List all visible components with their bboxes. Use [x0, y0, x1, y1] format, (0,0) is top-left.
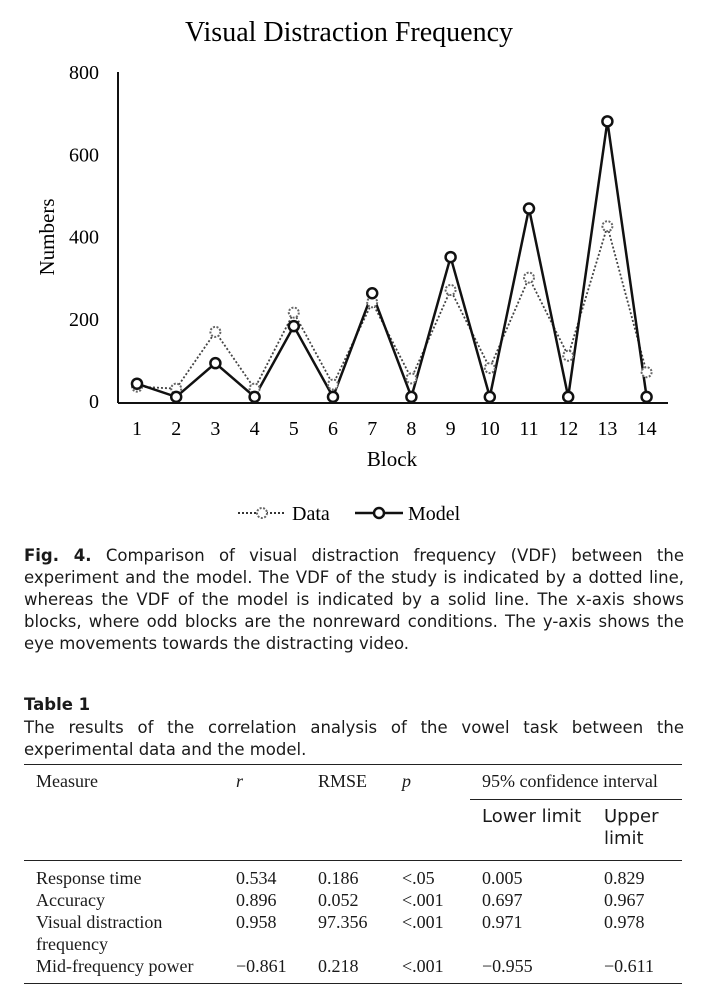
data-point-data: [601, 220, 614, 233]
cell-lower: −0.955: [470, 955, 592, 984]
line-chart: Visual Distraction Frequency Numbers Blo…: [35, 17, 668, 525]
data-point-model: [561, 390, 575, 404]
y-tick-label: 400: [69, 227, 99, 249]
data-point-data: [327, 378, 339, 391]
legend-model-marker: [372, 506, 386, 520]
x-tick-label: 10: [480, 418, 500, 440]
cell-upper: 0.978: [604, 912, 645, 932]
cell-p: <.05: [390, 860, 470, 889]
table-row: Response time 0.534 0.186 <.05 0.005 0.829: [24, 860, 682, 889]
data-point-model: [169, 390, 183, 404]
cell-upper: −0.611: [592, 955, 682, 984]
table-row: Mid-frequency power −0.861 0.218 <.001 −0.95…: [24, 955, 682, 984]
cell-lower: 0.971: [482, 912, 523, 932]
data-point-model: [405, 390, 418, 404]
cell-upper: 0.967: [604, 890, 645, 910]
col-p: p: [402, 771, 411, 791]
data-point-model: [326, 390, 340, 404]
data-point-data: [444, 283, 457, 296]
data-point-data: [405, 372, 418, 385]
cell-r: 0.896: [236, 890, 277, 910]
x-tick-label: 6: [328, 418, 338, 440]
x-tick-label: 7: [367, 418, 377, 440]
x-tick-label: 12: [558, 418, 578, 440]
data-point-model: [522, 202, 536, 215]
cell-rmse: 0.052: [318, 890, 359, 910]
x-tick-label: 5: [289, 418, 299, 440]
data-point-model: [287, 319, 301, 333]
table-label: Table 1: [24, 695, 91, 714]
cell-measure: Response time: [24, 860, 224, 889]
legend-model-label: Model: [408, 503, 461, 525]
y-axis-label: Numbers: [35, 199, 59, 276]
table-row: Visual distraction frequency 0.958 97.356 <…: [24, 911, 682, 955]
cell-r: 0.958: [236, 912, 277, 932]
data-point-model: [209, 356, 222, 370]
cell-measure: Mid-frequency power: [24, 955, 224, 984]
legend-data-marker: [256, 507, 268, 519]
data-point-data: [523, 271, 535, 284]
data-point-model: [444, 250, 457, 264]
data-point-data: [287, 306, 300, 319]
y-tick-label: 800: [69, 62, 99, 84]
results-table: Measure r RMSE p 95% confidence interval…: [24, 764, 682, 984]
y-tick-label: 200: [69, 309, 99, 331]
data-point-data: [209, 325, 222, 338]
cell-rmse: 0.186: [306, 860, 390, 889]
cell-measure: Accuracy: [36, 890, 105, 910]
x-tick-label: 9: [446, 418, 456, 440]
figure-caption: Fig. 4. Comparison of visual distraction…: [24, 545, 684, 655]
data-point-data: [483, 362, 496, 375]
x-tick-label: 11: [519, 418, 538, 440]
cell-r: 0.534: [224, 860, 306, 889]
series-line-data: [136, 222, 648, 391]
x-tick-label: 3: [210, 418, 220, 440]
figure-caption-text: Comparison of visual distraction frequen…: [24, 546, 684, 653]
cell-measure: Visual distraction frequency: [36, 912, 163, 954]
x-tick-label: 14: [637, 418, 657, 440]
data-point-model: [130, 377, 144, 390]
x-tick-label: 8: [406, 418, 416, 440]
col-lower: Lower limit: [470, 799, 592, 861]
col-upper: Upper limit: [592, 799, 682, 861]
x-axis-label: Block: [367, 447, 418, 471]
table-caption: The results of the correlation analysis …: [24, 718, 684, 759]
x-tick-label: 13: [597, 418, 617, 440]
col-ci: 95% confidence interval: [470, 764, 682, 800]
data-point-model: [601, 115, 614, 128]
x-tick-label: 1: [132, 418, 142, 440]
data-point-model: [248, 390, 261, 404]
data-point-model: [365, 287, 379, 300]
figure-label: Fig. 4.: [24, 546, 92, 565]
col-rmse: RMSE: [306, 764, 390, 800]
cell-upper: 0.829: [592, 860, 682, 889]
col-r: r: [236, 771, 244, 791]
cell-p: <.001: [402, 890, 444, 910]
cell-rmse: 0.218: [306, 955, 390, 984]
cell-rmse: 97.356: [318, 912, 368, 932]
table-row: Accuracy 0.896 0.052 <.001 0.697 0.967: [24, 889, 682, 911]
cell-p: <.001: [402, 912, 444, 932]
table-header: Table 1 The results of the correlation a…: [24, 695, 684, 761]
data-point-data: [562, 349, 575, 362]
cell-r: −0.861: [224, 955, 306, 984]
cell-lower: 0.005: [470, 860, 592, 889]
legend: Data Model: [238, 503, 461, 525]
y-tick-label: 0: [89, 391, 99, 413]
col-measure: Measure: [24, 764, 224, 800]
chart-title: Visual Distraction Frequency: [185, 17, 513, 48]
series-line-model: [136, 121, 648, 401]
legend-data-label: Data: [292, 503, 330, 525]
x-tick-label: 2: [171, 418, 181, 440]
cell-p: <.001: [390, 955, 470, 984]
y-tick-label: 600: [69, 144, 99, 166]
data-point-model: [640, 390, 653, 404]
data-point-model: [483, 390, 497, 404]
x-tick-label: 4: [250, 418, 260, 440]
data-point-data: [640, 366, 653, 379]
cell-lower: 0.697: [482, 890, 523, 910]
